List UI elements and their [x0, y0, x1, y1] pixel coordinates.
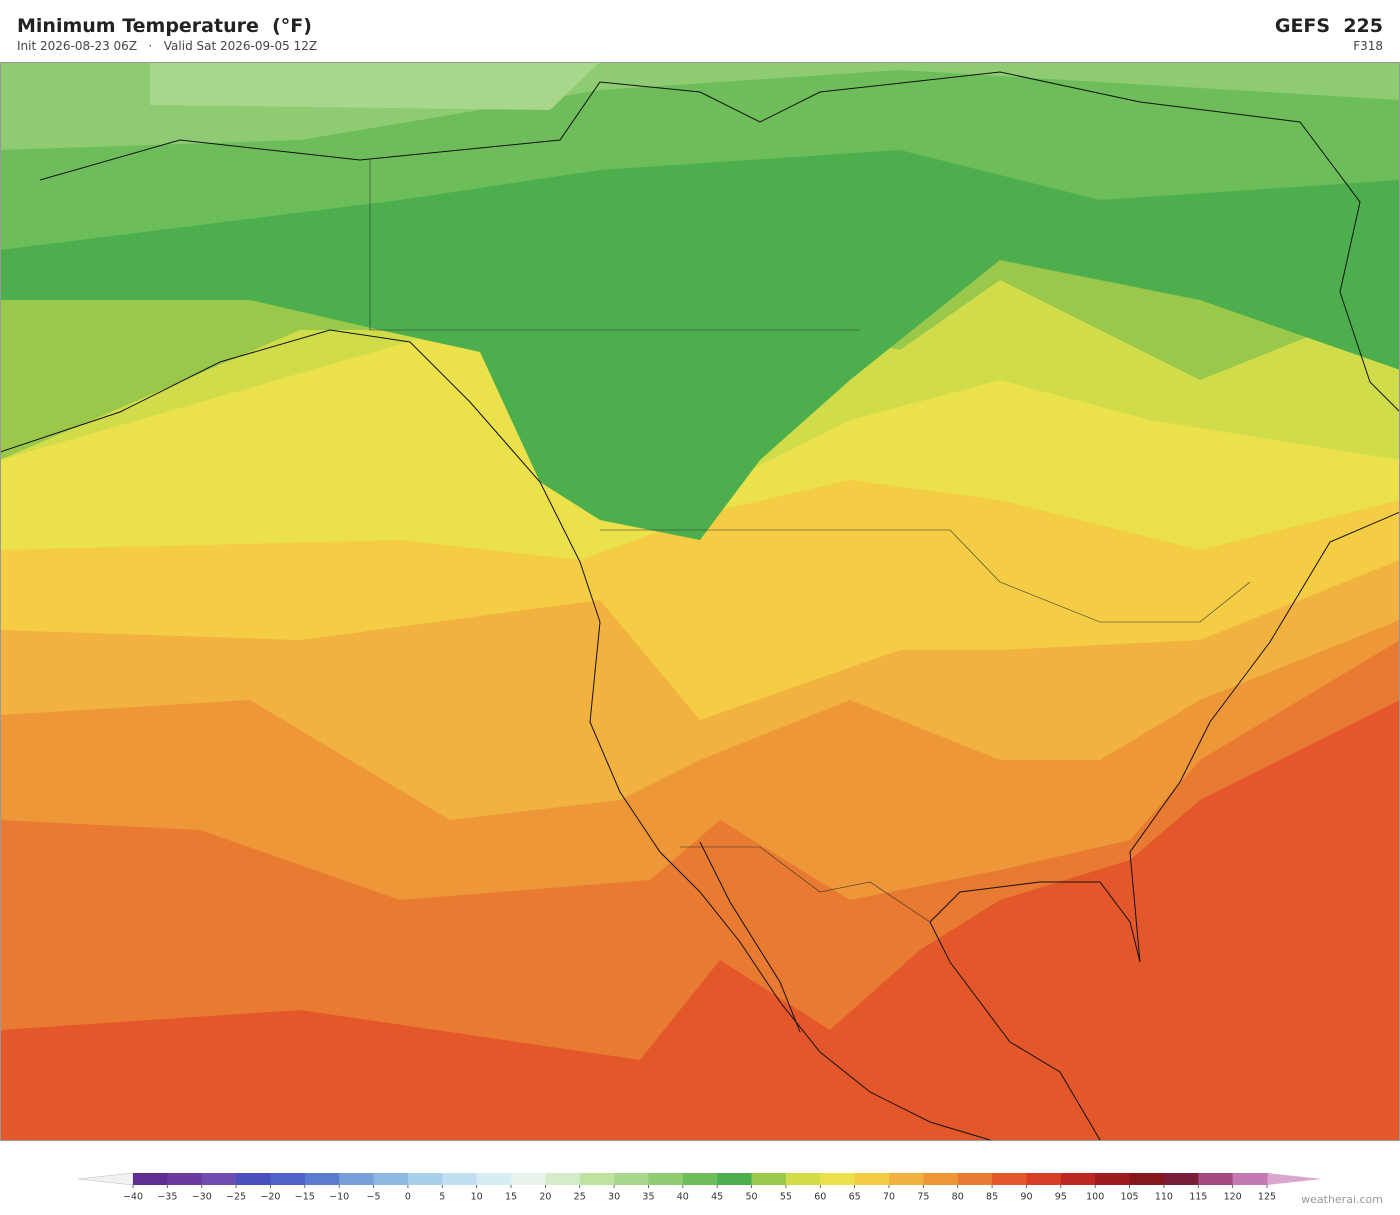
colorbar-tick-label: 85	[986, 1192, 998, 1203]
init-time: Init 2026-08-23 06Z	[17, 39, 138, 53]
colorbar-tick-label: 0	[405, 1192, 411, 1203]
colorbar-segment	[785, 1173, 821, 1185]
colorbar-segment	[923, 1173, 959, 1185]
colorbar-segment	[889, 1173, 924, 1185]
colorbar-tick-label: 110	[1155, 1192, 1173, 1203]
colorbar-tick-label: 125	[1258, 1192, 1276, 1203]
colorbar-segment	[854, 1173, 890, 1185]
colorbar-tick-label: 5	[439, 1192, 445, 1203]
colorbar-tick-label: 40	[677, 1192, 689, 1203]
colorbar-segment	[1198, 1173, 1234, 1185]
map	[0, 62, 1400, 1141]
colorbar-segment	[1163, 1173, 1199, 1185]
colorbar-under	[77, 1172, 134, 1186]
colorbar-tick-label: 55	[780, 1192, 792, 1203]
colorbar-segment	[511, 1173, 546, 1185]
colorbar-segment	[1060, 1173, 1096, 1185]
colorbar-tick-label: 50	[745, 1192, 757, 1203]
colorbar-tick-label: −20	[260, 1192, 280, 1203]
subtitle: Init 2026-08-23 06Z · Valid Sat 2026-09-…	[17, 39, 317, 53]
borders	[369, 160, 1251, 923]
separator: ·	[148, 39, 153, 53]
colorbar-tick-label: −35	[157, 1192, 177, 1203]
colorbar-tick-label: 120	[1224, 1192, 1242, 1203]
colorbar-segment	[1095, 1173, 1131, 1185]
colorbar-segment	[442, 1173, 478, 1185]
colorbar: −40 −35 −30 −25 −20 −15 −10 −5 0 5 10 15 20 25 30 35 40 4…	[77, 1172, 1322, 1203]
colorbar-segment	[648, 1173, 684, 1185]
colorbar-tick-label: −25	[226, 1192, 246, 1203]
coastline	[0, 71, 1400, 1141]
model: GEFS 225	[1274, 15, 1383, 37]
colorbar-segment	[820, 1173, 856, 1185]
colorbar-tick-label: 65	[849, 1192, 861, 1203]
colorbar-tick-label: −15	[295, 1192, 315, 1203]
title: Minimum Temperature (°F)	[17, 15, 312, 37]
colorbar-segment	[167, 1173, 203, 1185]
colorbar-over	[1267, 1173, 1322, 1185]
colorbar-segment	[579, 1173, 615, 1185]
colorbar-tick-label: −10	[329, 1192, 349, 1203]
field-30	[150, 62, 600, 110]
colorbar-segment	[373, 1173, 409, 1185]
colorbar-segment	[957, 1173, 993, 1185]
colorbar-tick-label: 60	[814, 1192, 826, 1203]
colorbar-tick-label: 45	[711, 1192, 723, 1203]
colorbar-segment	[339, 1173, 375, 1185]
colorbar-tick-label: 70	[883, 1192, 895, 1203]
colorbar-tick-label: −5	[367, 1192, 381, 1203]
colorbar-segment	[133, 1173, 168, 1185]
colorbar-segment	[682, 1173, 718, 1185]
colorbar-segment	[1129, 1173, 1165, 1185]
colorbar-tick-label: 30	[608, 1192, 620, 1203]
colorbar-segment	[717, 1173, 753, 1185]
colorbar-tick-label: 105	[1120, 1192, 1138, 1203]
colorbar-tick-label: 95	[1055, 1192, 1067, 1203]
credit: weatherai.com	[1301, 1193, 1383, 1206]
colorbar-segment	[270, 1173, 306, 1185]
colorbar-segment	[614, 1173, 649, 1185]
colorbar-tick-label: 15	[505, 1192, 517, 1203]
colorbar-tick-label: −30	[192, 1192, 212, 1203]
colorbar-segment	[476, 1173, 512, 1185]
colorbar-tick-label: 75	[917, 1192, 929, 1203]
colorbar-tick-label: 115	[1189, 1192, 1207, 1203]
colorbar-segment	[304, 1173, 340, 1185]
colorbar-tick-label: 10	[471, 1192, 483, 1203]
colorbar-tick-label: 25	[574, 1192, 586, 1203]
colorbar-segment	[751, 1173, 787, 1185]
colorbar-segment	[407, 1173, 443, 1185]
colorbar-tick-label: 35	[642, 1192, 654, 1203]
forecast-hour: F318	[1353, 39, 1383, 53]
colorbar-segment	[201, 1173, 237, 1185]
colorbar-tick-label: 100	[1086, 1192, 1104, 1203]
colorbar-segment	[236, 1173, 271, 1185]
colorbar-tick-label: 90	[1020, 1192, 1032, 1203]
colorbar-tick-label: 80	[952, 1192, 964, 1203]
colorbar-segment	[1026, 1173, 1062, 1185]
colorbar-segment	[545, 1173, 581, 1185]
colorbar-segment	[1232, 1173, 1268, 1185]
colorbar-tick-label: −40	[123, 1192, 143, 1203]
valid-time: Valid Sat 2026-09-05 12Z	[163, 39, 318, 53]
colorbar-segment	[992, 1173, 1027, 1185]
colorbar-tick-label: 20	[539, 1192, 551, 1203]
